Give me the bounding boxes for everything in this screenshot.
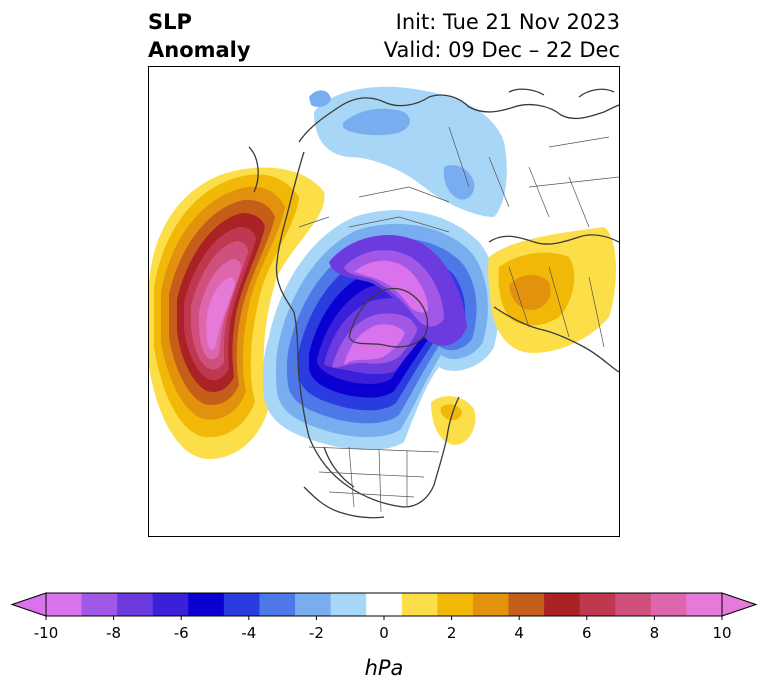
colorbar-bin [472,593,510,616]
colorbar-bin [152,593,189,616]
colorbar-tick-label: -8 [106,624,121,642]
colorbar-bin [508,593,545,616]
colorbar-extend-low [10,592,47,617]
colorbar-bin [686,593,723,616]
colorbar-bin [259,593,296,616]
colorbar-bin [366,593,403,616]
colorbar-bin [330,593,367,616]
colorbar-tick-label: 2 [447,624,457,642]
colorbar-bin [437,593,474,616]
colorbar-bin [615,593,652,616]
colorbar: -10 -8 -6 -4 -2 0 2 4 6 8 10 [0,585,768,685]
colorbar-tick-label: -2 [309,624,324,642]
siberia-low-anomaly [309,86,507,217]
map-title: SLP Anomaly [148,8,251,64]
colorbar-tick-label: -6 [174,624,189,642]
forecast-info: Init: Tue 21 Nov 2023 Valid: 09 Dec – 22… [384,8,620,64]
colorbar-tick-label: 4 [514,624,524,642]
map-canvas [149,86,619,519]
colorbar-extend-high [721,592,758,617]
colorbar-tick-label: 10 [712,624,731,642]
colorbar-bin [188,593,225,616]
colorbar-bin [650,593,687,616]
colorbar-tick-label: 8 [650,624,660,642]
anomaly-map [148,66,620,537]
colorbar-bin [46,593,83,616]
colorbar-tick-label: 0 [379,624,389,642]
colorbar-tick-label: -4 [241,624,256,642]
colorbar-tick-label: 6 [582,624,592,642]
borders [298,126,619,513]
colorbar-unit-label: hPa [364,656,404,680]
title-line-2: Anomaly [148,38,251,62]
europe-high-anomaly [488,227,616,353]
colorbar-bin [295,593,332,616]
polar-low-anomaly [262,210,499,450]
atlantic-high-anomaly [431,396,476,445]
coastlines [248,88,619,519]
colorbar-bin [81,593,118,616]
colorbar-tick-label: -10 [34,624,59,642]
colorbar-bin [223,593,260,616]
colorbar-bin [579,593,616,616]
colorbar-bin [544,593,581,616]
valid-range: Valid: 09 Dec – 22 Dec [383,38,620,62]
colorbar-bin [401,593,438,616]
colorbar-svg: -10 -8 -6 -4 -2 0 2 4 6 8 10 [10,592,758,642]
title-line-1: SLP [148,10,192,34]
init-date: Init: Tue 21 Nov 2023 [395,10,620,34]
colorbar-bin [117,593,154,616]
